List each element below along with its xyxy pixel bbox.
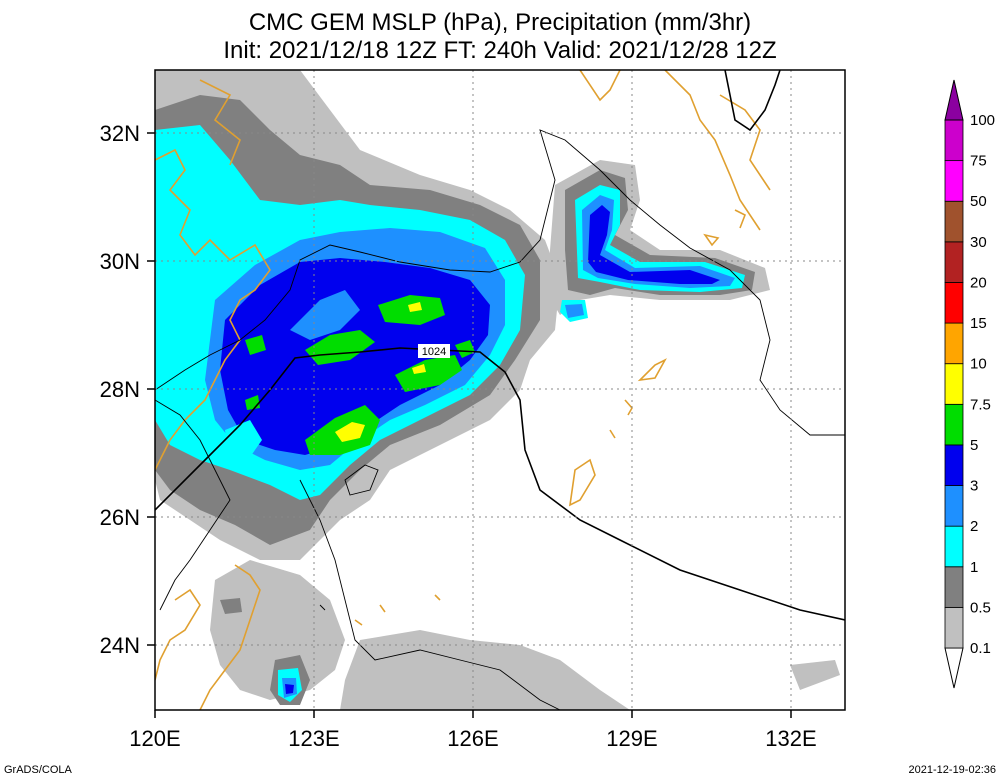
colorbar-label: 7.5 xyxy=(970,396,991,413)
x-tick-label: 123E xyxy=(288,726,339,751)
footer-credit: GrADS/COLA xyxy=(4,764,73,776)
y-tick-label: 32N xyxy=(100,121,140,146)
colorbar-label: 20 xyxy=(970,274,987,291)
colorbar: 0.1 0.5 1 2 3 5 7.5 10 15 20 30 50 75 100 xyxy=(944,79,995,689)
y-tick-label: 28N xyxy=(100,377,140,402)
axis-ticks xyxy=(147,132,792,718)
colorbar-label: 3 xyxy=(970,478,978,495)
colorbar-label: 50 xyxy=(970,193,987,210)
x-tick-label: 132E xyxy=(765,726,816,751)
colorbar-swatch xyxy=(944,566,964,608)
colorbar-swatch xyxy=(944,322,964,365)
x-tick-label: 126E xyxy=(447,726,498,751)
figure-title: CMC GEM MSLP (hPa), Precipitation (mm/3h… xyxy=(249,9,751,36)
colorbar-label: 15 xyxy=(970,315,987,332)
colorbar-swatch xyxy=(944,241,964,283)
coastlines xyxy=(155,70,771,710)
colorbar-swatch xyxy=(944,200,964,243)
boundaries xyxy=(155,129,845,710)
colorbar-swatch xyxy=(944,444,964,486)
isobar-label-box xyxy=(418,344,450,358)
colorbar-top-extend xyxy=(944,79,964,121)
colorbar-label: 0.1 xyxy=(970,640,991,657)
map-frame xyxy=(154,69,846,711)
colorbar-bottom-extend xyxy=(944,647,964,689)
colorbar-label: 30 xyxy=(970,234,987,251)
colorbar-swatch xyxy=(944,485,964,527)
colorbar-label: 100 xyxy=(970,112,995,129)
figure-subtitle: Init: 2021/12/18 12Z FT: 240h Valid: 202… xyxy=(223,37,776,64)
colorbar-swatch xyxy=(944,525,964,568)
x-tick-label: 120E xyxy=(129,726,180,751)
grid-lines xyxy=(155,70,845,710)
footer-timestamp: 2021-12-19-02:36 xyxy=(909,764,996,776)
colorbar-swatch xyxy=(944,403,964,446)
colorbar-swatch xyxy=(944,282,964,324)
colorbar-swatch xyxy=(944,119,964,162)
y-tick-label: 26N xyxy=(100,505,140,530)
isobars xyxy=(155,70,845,621)
x-tick-label: 129E xyxy=(606,726,657,751)
colorbar-label: 5 xyxy=(970,437,978,454)
y-tick-label: 24N xyxy=(100,633,140,658)
colorbar-swatch xyxy=(944,606,964,649)
colorbar-label: 75 xyxy=(970,153,987,170)
isobar-label: 1024 xyxy=(422,346,446,358)
colorbar-label: 10 xyxy=(970,356,987,373)
colorbar-label: 2 xyxy=(970,518,978,535)
colorbar-swatch xyxy=(944,160,964,202)
colorbar-label: 0.5 xyxy=(970,599,991,616)
colorbar-label: 1 xyxy=(970,559,978,576)
precipitation-field xyxy=(155,70,840,710)
map-panel: 1024 120E xyxy=(100,69,846,751)
y-tick-label: 30N xyxy=(100,249,140,274)
colorbar-swatch xyxy=(944,363,964,405)
